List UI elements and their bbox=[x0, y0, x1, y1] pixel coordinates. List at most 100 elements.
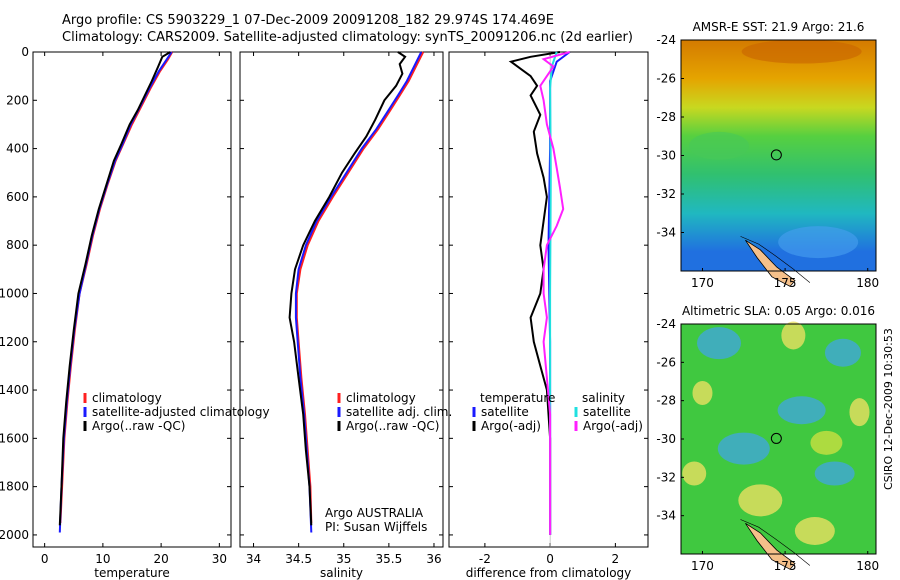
legend-heading-temperature: temperature bbox=[480, 391, 555, 405]
x-tick-label: 170 bbox=[691, 276, 714, 290]
x-tick-label: 175 bbox=[774, 559, 797, 573]
annotation-pi: PI: Susan Wijffels bbox=[325, 520, 427, 534]
y-tick-label: -28 bbox=[656, 110, 676, 124]
x-tick-label: 180 bbox=[856, 276, 879, 290]
x-tick-label: 175 bbox=[774, 276, 797, 290]
map-title: AMSR-E SST: 21.9 Argo: 21.6 bbox=[693, 20, 865, 34]
axes-frame-salinity bbox=[239, 51, 444, 548]
land-mass bbox=[745, 522, 796, 570]
y-tick-label: -26 bbox=[656, 355, 676, 369]
figure-title-line1: Argo profile: CS 5903229_1 07-Dec-2009 2… bbox=[62, 13, 554, 28]
y-tick-label: 2000 bbox=[0, 528, 29, 542]
y-tick-label: -26 bbox=[656, 72, 676, 86]
y-tick-label: 200 bbox=[6, 93, 29, 107]
isobath-line bbox=[740, 236, 811, 283]
sst-blob bbox=[741, 39, 862, 64]
sla-blob bbox=[824, 338, 861, 367]
sla-blob bbox=[849, 398, 870, 427]
legend-label: Argo(-adj) bbox=[583, 419, 643, 433]
axes-frame-temperature bbox=[32, 51, 232, 548]
figure-title-line2: Climatology: CARS2009. Satellite-adjuste… bbox=[62, 30, 633, 45]
legend-label: Argo(..raw -QC) bbox=[92, 419, 185, 433]
float-marker bbox=[770, 149, 782, 161]
y-tick-label: -32 bbox=[656, 470, 676, 484]
x-tick-label: 34 bbox=[246, 552, 261, 566]
map-title: Altimetric SLA: 0.05 Argo: 0.016 bbox=[682, 304, 875, 318]
y-tick-label: 1800 bbox=[0, 480, 29, 494]
y-tick-label: -30 bbox=[656, 432, 676, 446]
x-axis-label: difference from climatology bbox=[466, 566, 632, 580]
y-tick-label: -30 bbox=[656, 149, 676, 163]
y-tick-label: 800 bbox=[6, 238, 29, 252]
y-tick-label: -34 bbox=[656, 509, 676, 523]
sla-blob bbox=[814, 461, 855, 486]
series-line bbox=[288, 51, 407, 526]
x-tick-label: -2 bbox=[479, 552, 491, 566]
x-tick-label: 180 bbox=[856, 559, 879, 573]
y-tick-label: 1600 bbox=[0, 431, 29, 445]
x-tick-label: 30 bbox=[212, 552, 227, 566]
sla-blob bbox=[717, 432, 770, 465]
sla-blob bbox=[810, 430, 843, 455]
x-tick-label: 0 bbox=[546, 552, 554, 566]
chart-sst-map: -24 -26 -28 -30 -32 -34 170 175 180 AMSR-E SST: 2… bbox=[656, 20, 879, 290]
y-tick-label: 400 bbox=[6, 142, 29, 156]
y-tick-label: 1200 bbox=[0, 335, 29, 349]
series-line bbox=[539, 51, 570, 535]
legend-label: satellite adj. clim. bbox=[346, 405, 452, 419]
legend-label: satellite bbox=[481, 405, 529, 419]
chart-temperature: 0 200 400 600 800 1000 1200 1400 1600 1800 2000 0 10… bbox=[0, 45, 232, 580]
x-tick-label: 20 bbox=[153, 552, 168, 566]
credit-text: CSIRO 12-Dec-2009 10:30:53 bbox=[882, 328, 895, 490]
legend-label: Argo(-adj) bbox=[481, 419, 541, 433]
y-tick-label: 600 bbox=[6, 190, 29, 204]
y-tick-label: -24 bbox=[656, 317, 676, 331]
x-tick-label: 10 bbox=[95, 552, 110, 566]
series-line bbox=[508, 51, 561, 535]
y-tick-label: 1000 bbox=[0, 286, 29, 300]
sla-blob bbox=[692, 381, 713, 405]
legend-heading-salinity: salinity bbox=[582, 391, 625, 405]
x-axis-label: temperature bbox=[94, 566, 169, 580]
series-line bbox=[58, 51, 171, 526]
x-tick-label: 35.5 bbox=[376, 552, 403, 566]
y-tick-label: 0 bbox=[21, 45, 29, 59]
y-tick-label: -24 bbox=[656, 33, 676, 47]
sla-blob bbox=[781, 321, 806, 350]
x-tick-label: 2 bbox=[612, 552, 620, 566]
legend-label: climatology bbox=[92, 391, 162, 405]
y-tick-label: -32 bbox=[656, 187, 676, 201]
legend-label: satellite bbox=[583, 405, 631, 419]
chart-sla-map: -24 -26 -28 -30 -32 -34 170 175 180 Altimetric SL… bbox=[656, 304, 879, 573]
series-line bbox=[294, 51, 423, 533]
sst-blob bbox=[689, 131, 750, 160]
annotation-argo-australia: Argo AUSTRALIA bbox=[325, 506, 424, 520]
sst-blob bbox=[778, 226, 859, 259]
sla-blob bbox=[682, 461, 707, 486]
x-tick-label: 34.5 bbox=[285, 552, 312, 566]
chart-salinity: 34 34.5 35 35.5 36 salinity bbox=[239, 51, 444, 580]
legend-label: satellite-adjusted climatology bbox=[92, 405, 270, 419]
x-tick-label: 170 bbox=[691, 559, 714, 573]
x-axis-label: salinity bbox=[320, 566, 363, 580]
y-tick-label: -28 bbox=[656, 394, 676, 408]
land-mass bbox=[745, 239, 796, 287]
x-tick-label: 0 bbox=[41, 552, 49, 566]
y-tick-label: 1400 bbox=[0, 383, 29, 397]
legend-label: Argo(..raw -QC) bbox=[346, 419, 439, 433]
isobath-line bbox=[740, 519, 811, 566]
x-tick-label: 35 bbox=[336, 552, 351, 566]
legend-difference: temperaturesatelliteArgo(-adj)salinitysa… bbox=[472, 391, 643, 433]
legend-label: climatology bbox=[346, 391, 416, 405]
x-tick-label: 36 bbox=[426, 552, 441, 566]
sla-blob bbox=[794, 517, 835, 545]
sla-blob bbox=[777, 396, 826, 425]
sla-blob bbox=[738, 484, 783, 517]
float-marker bbox=[770, 432, 782, 444]
y-tick-label: -34 bbox=[656, 226, 676, 240]
